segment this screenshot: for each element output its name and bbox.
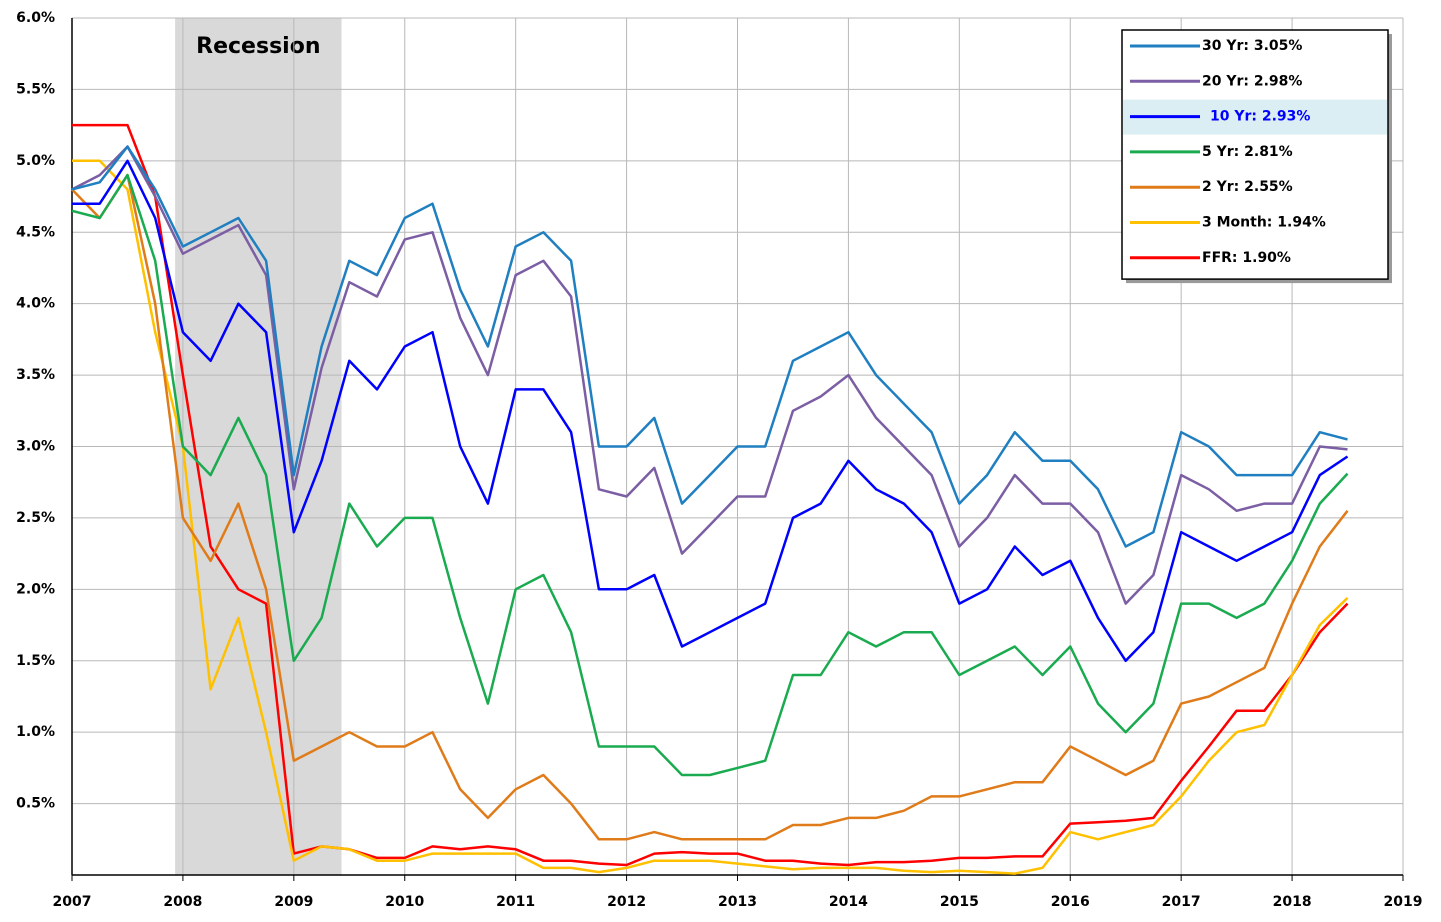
x-tick-label: 2017 (1162, 894, 1201, 910)
y-tick-label: 5.0% (16, 153, 55, 169)
legend: 30 Yr: 3.05% 20 Yr: 2.98% 10 Yr: 2.93% 5 Yr… (1121, 29, 1392, 284)
y-tick-label: 1.0% (16, 724, 55, 740)
series-line (71, 145, 1348, 548)
series-line (72, 159, 1349, 875)
y-tick-label: 3.5% (16, 367, 55, 383)
series-line (71, 145, 1348, 605)
series-line (72, 159, 1349, 663)
legend-box (1121, 29, 1389, 280)
x-tick-label: 2015 (940, 894, 979, 910)
legend-label: 20 Yr: 2.98% (1202, 73, 1302, 89)
x-tick-label: 2014 (829, 894, 868, 910)
legend-label: 3 Month: 1.94% (1202, 215, 1326, 231)
legend-label: 10 Yr: 2.93% (1210, 109, 1310, 125)
y-tick-label: 6.0% (16, 10, 55, 26)
x-tick-label: 2016 (1051, 894, 1090, 910)
x-tick-label: 2009 (274, 894, 313, 910)
y-tick-label: 2.5% (16, 510, 55, 526)
series-line (71, 173, 1349, 841)
series-line (72, 123, 1349, 867)
x-tick-label: 2011 (496, 894, 535, 910)
y-tick-label: 4.0% (16, 296, 55, 312)
x-tick-label: 2007 (53, 894, 92, 910)
y-tick-label: 3.0% (16, 439, 55, 455)
series-line (71, 173, 1349, 777)
recession-label: Recession (196, 34, 320, 59)
x-tick-label: 2018 (1273, 894, 1312, 910)
legend-label: 5 Yr: 2.81% (1202, 144, 1293, 160)
y-tick-label: 1.5% (16, 653, 55, 669)
x-tick-label: 2013 (718, 894, 757, 910)
y-tick-label: 0.5% (16, 796, 55, 812)
x-tick-label: 2010 (385, 894, 424, 910)
legend-label: 30 Yr: 3.05% (1202, 38, 1302, 54)
legend-label: FFR: 1.90% (1202, 250, 1291, 266)
x-tick-label: 2012 (607, 894, 646, 910)
x-tick-label: 2008 (163, 894, 202, 910)
x-tick-label: 2019 (1384, 894, 1423, 910)
y-tick-label: 2.0% (16, 581, 55, 597)
y-tick-label: 4.5% (16, 224, 55, 240)
legend-label: 2 Yr: 2.55% (1202, 179, 1293, 195)
y-tick-label: 5.5% (16, 81, 55, 97)
